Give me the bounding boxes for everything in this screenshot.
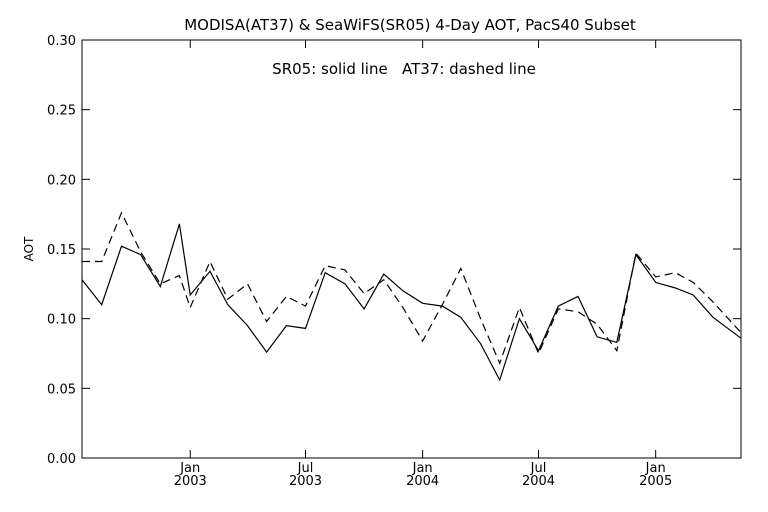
y-tick-label: 0.20	[47, 173, 76, 188]
x-tick-label-year: 2003	[174, 474, 207, 489]
x-tick-label-month: Jan	[179, 461, 200, 476]
legend-annotation: SR05: solid line AT37: dashed line	[272, 60, 536, 78]
y-tick-label: 0.25	[47, 104, 76, 119]
x-tick-label-year: 2004	[406, 474, 439, 489]
y-tick-label: 0.10	[47, 313, 76, 328]
x-tick-label-year: 2004	[522, 474, 555, 489]
y-tick-label: 0.30	[47, 34, 76, 49]
plot-frame	[81, 39, 742, 459]
x-tick-label-year: 2003	[289, 474, 322, 489]
chart-title: MODISA(AT37) & SeaWiFS(SR05) 4-Day AOT, …	[184, 16, 636, 34]
series-line-at37	[82, 211, 742, 365]
series-lines	[81, 211, 742, 382]
y-tick-label: 0.15	[47, 243, 76, 258]
x-tick-label-month: Jan	[645, 461, 666, 476]
series-line-sr05	[81, 223, 742, 382]
y-tick-label: 0.00	[47, 452, 76, 467]
x-tick-label-month: Jan	[412, 461, 433, 476]
y-axis-label: AOT	[22, 236, 36, 261]
x-tick-label-month: Jul	[530, 461, 547, 476]
axis-ticks: 0.000.050.100.150.200.250.30Jan2003Jul20…	[47, 34, 741, 489]
x-tick-label-month: Jul	[297, 461, 314, 476]
x-tick-label-year: 2005	[639, 474, 672, 489]
y-tick-label: 0.05	[47, 382, 76, 397]
